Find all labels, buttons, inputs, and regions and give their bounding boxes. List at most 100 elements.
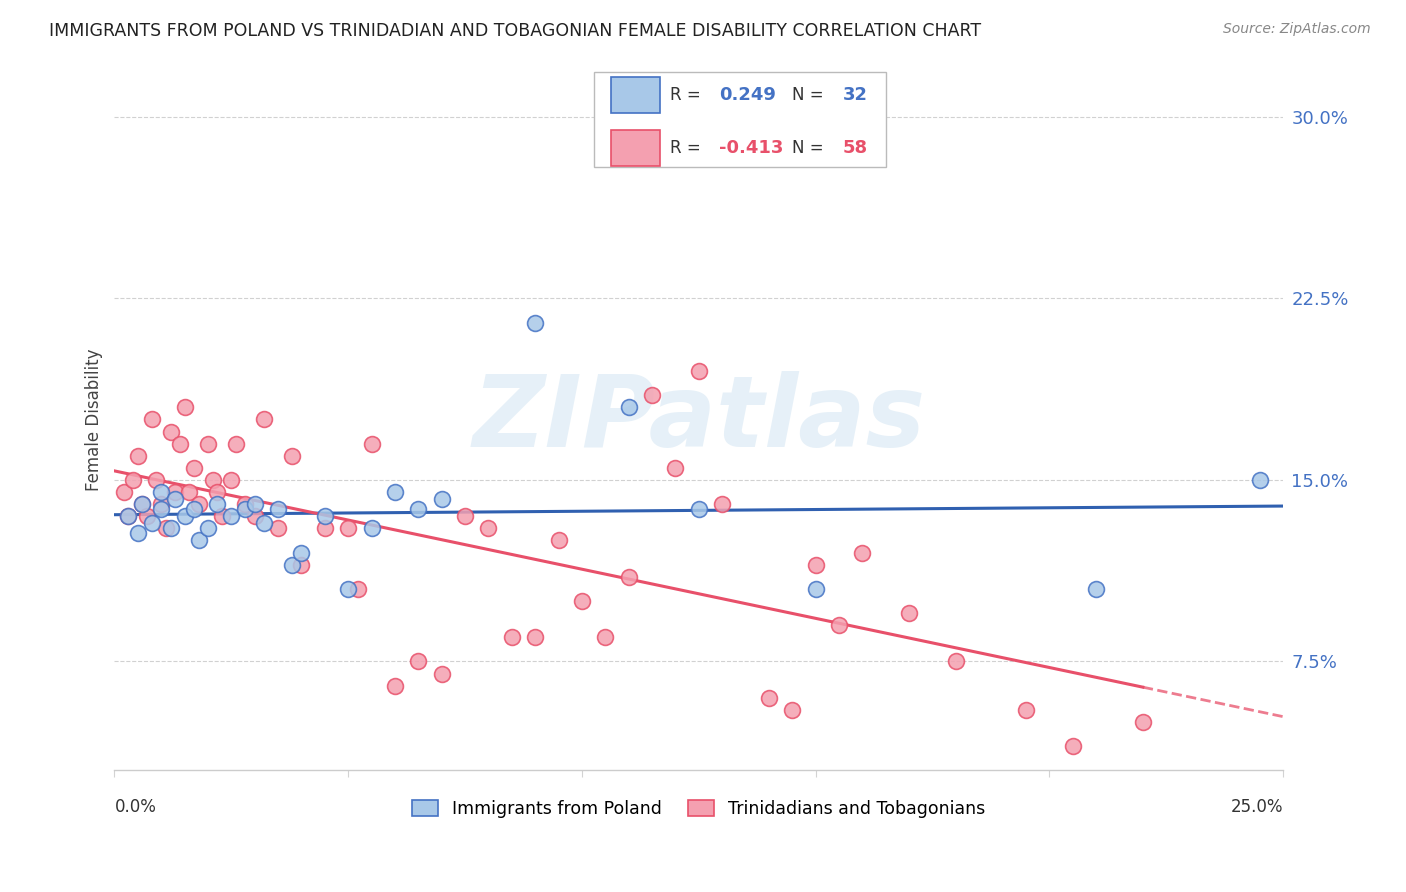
Point: [233, 502, 256, 516]
Point: [406, 502, 429, 516]
Point: [851, 545, 873, 559]
Point: [281, 449, 304, 463]
FancyBboxPatch shape: [612, 77, 661, 113]
Point: [141, 516, 163, 531]
Point: [454, 509, 477, 524]
Text: 32: 32: [842, 87, 868, 104]
Point: [664, 460, 686, 475]
Point: [219, 509, 242, 524]
Point: [360, 521, 382, 535]
Point: [159, 425, 181, 439]
Point: [165, 492, 187, 507]
Point: [406, 655, 429, 669]
Point: [337, 521, 360, 535]
Point: [314, 521, 336, 535]
Point: [337, 582, 360, 596]
Point: [1132, 714, 1154, 729]
Text: 25.0%: 25.0%: [1230, 798, 1284, 816]
Point: [159, 521, 181, 535]
Point: [165, 485, 187, 500]
Point: [804, 582, 827, 596]
Text: 58: 58: [842, 139, 868, 157]
Point: [758, 690, 780, 705]
Point: [688, 502, 710, 516]
Text: -0.413: -0.413: [718, 139, 783, 157]
Point: [155, 521, 177, 535]
Point: [780, 703, 803, 717]
Point: [804, 558, 827, 572]
Point: [150, 497, 173, 511]
Point: [243, 497, 266, 511]
Point: [207, 485, 229, 500]
Point: [219, 473, 242, 487]
Text: IMMIGRANTS FROM POLAND VS TRINIDADIAN AND TOBAGONIAN FEMALE DISABILITY CORRELATI: IMMIGRANTS FROM POLAND VS TRINIDADIAN AN…: [49, 22, 981, 40]
Point: [688, 364, 710, 378]
Point: [141, 412, 163, 426]
Point: [131, 497, 153, 511]
Point: [1062, 739, 1084, 753]
Point: [290, 558, 312, 572]
Point: [384, 485, 406, 500]
Point: [197, 521, 219, 535]
Point: [1015, 703, 1038, 717]
Point: [593, 630, 616, 644]
Text: R =: R =: [669, 87, 700, 104]
Point: [346, 582, 368, 596]
Point: [150, 485, 173, 500]
Text: 0.249: 0.249: [718, 87, 776, 104]
Point: [183, 460, 205, 475]
Point: [547, 533, 569, 548]
Point: [207, 497, 229, 511]
Point: [267, 502, 290, 516]
Point: [117, 509, 139, 524]
Point: [1249, 473, 1271, 487]
Point: [1085, 582, 1108, 596]
Point: [197, 436, 219, 450]
Point: [225, 436, 247, 450]
Point: [898, 606, 921, 620]
Point: [253, 412, 276, 426]
Point: [617, 401, 640, 415]
Point: [127, 449, 149, 463]
Point: [211, 509, 233, 524]
Point: [112, 485, 135, 500]
Point: [945, 655, 967, 669]
Point: [281, 558, 304, 572]
Point: [828, 618, 851, 632]
Point: [524, 630, 547, 644]
Point: [267, 521, 290, 535]
Point: [187, 533, 209, 548]
Point: [430, 666, 453, 681]
Point: [243, 509, 266, 524]
FancyBboxPatch shape: [612, 129, 661, 166]
Point: [201, 473, 224, 487]
Legend: Immigrants from Poland, Trinidadians and Tobagonians: Immigrants from Poland, Trinidadians and…: [405, 793, 993, 825]
Point: [477, 521, 499, 535]
Point: [641, 388, 664, 402]
Point: [145, 473, 167, 487]
Point: [169, 436, 191, 450]
Point: [430, 492, 453, 507]
Point: [233, 497, 256, 511]
Point: [122, 473, 145, 487]
Point: [314, 509, 336, 524]
FancyBboxPatch shape: [593, 72, 886, 167]
Point: [360, 436, 382, 450]
Point: [187, 497, 209, 511]
Point: [127, 526, 149, 541]
Point: [173, 401, 195, 415]
Point: [131, 497, 153, 511]
Text: N =: N =: [792, 87, 824, 104]
Point: [253, 516, 276, 531]
Point: [524, 316, 547, 330]
Y-axis label: Female Disability: Female Disability: [86, 348, 103, 491]
Text: N =: N =: [792, 139, 824, 157]
Point: [290, 545, 312, 559]
Point: [501, 630, 523, 644]
Point: [183, 502, 205, 516]
Point: [384, 679, 406, 693]
Point: [179, 485, 201, 500]
Point: [117, 509, 139, 524]
Text: ZIPatlas: ZIPatlas: [472, 371, 925, 468]
Point: [571, 594, 593, 608]
